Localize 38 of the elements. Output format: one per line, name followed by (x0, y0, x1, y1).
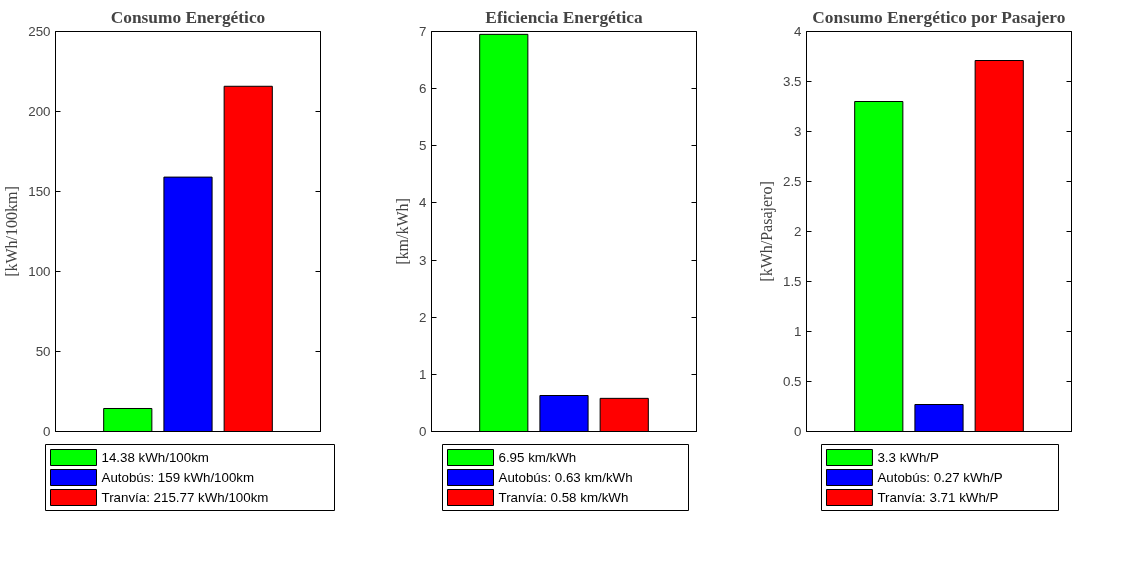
y-axis-title: [kWh/Pasajero] (757, 181, 776, 282)
y-tick-label: 50 (35, 344, 51, 359)
y-tick-label: 100 (28, 264, 51, 279)
y-axis-title: [km/kWh] (394, 198, 412, 265)
y-tick-label: 5 (419, 138, 427, 154)
y-tick-label: 3 (794, 124, 802, 139)
y-tick-label: 200 (28, 104, 51, 119)
y-tick-label: 1 (419, 366, 427, 382)
chart-title: Eficiencia Energética (485, 7, 644, 27)
legend-label: 14.38 kWh/100km (101, 450, 209, 465)
y-tick-label: 150 (28, 184, 51, 199)
y-tick-label: 3 (419, 252, 427, 268)
y-tick-label: 1.5 (782, 274, 802, 289)
legend-label: 6.95 km/kWh (498, 450, 577, 465)
chart-title: Consumo Energético (110, 7, 266, 27)
y-tick-label: 250 (28, 24, 51, 39)
y-tick-label: 3.5 (782, 74, 802, 89)
legend-label: Autobús: 0.63 km/kWh (498, 470, 633, 485)
y-tick-label: 2.5 (782, 174, 802, 189)
legend-label: 3.3 kWh/P (877, 450, 939, 465)
y-tick-label: 4 (419, 195, 428, 211)
legend-label: Autobús: 0.27 kWh/P (877, 470, 1003, 485)
legend-label: Tranvía: 3.71 kWh/P (877, 490, 999, 505)
y-tick-label: 4 (794, 24, 803, 39)
y-tick-label: 0 (419, 424, 427, 439)
y-tick-label: 6 (419, 81, 427, 97)
legend-label: Tranvía: 0.58 km/kWh (498, 490, 629, 505)
legend-label: Tranvía: 215.77 kWh/100km (101, 490, 269, 505)
legend-label: Autobús: 159 kWh/100km (101, 470, 255, 485)
y-tick-label: 0 (794, 424, 802, 439)
y-tick-label: 2 (794, 224, 802, 239)
y-tick-label: 0 (43, 424, 51, 439)
y-tick-label: 0.5 (782, 374, 802, 389)
y-axis-title: [kWh/100km] (3, 186, 21, 277)
y-tick-label: 2 (419, 309, 427, 325)
y-tick-label: 7 (419, 24, 427, 39)
chart-title: Consumo Energético por Pasajero (812, 7, 1066, 27)
y-tick-label: 1 (794, 324, 802, 339)
